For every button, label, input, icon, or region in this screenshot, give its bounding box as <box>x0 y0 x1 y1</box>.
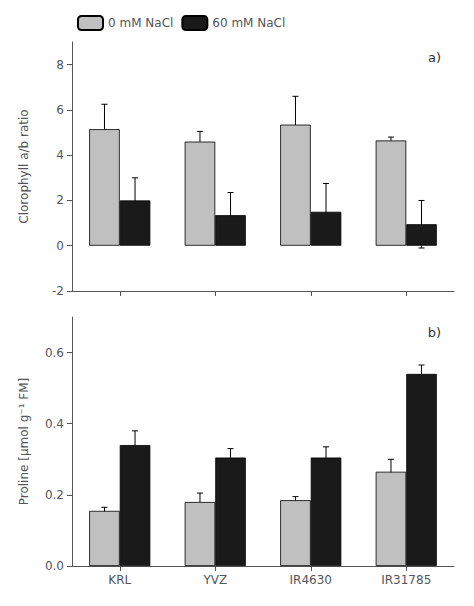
svg-text:KRL: KRL <box>108 573 131 587</box>
svg-text:6: 6 <box>56 103 64 117</box>
svg-text:8: 8 <box>56 58 64 72</box>
svg-text:IR31785: IR31785 <box>381 573 431 587</box>
svg-text:YVZ: YVZ <box>202 573 227 587</box>
svg-text:Proline [μmol g⁻¹ FM]: Proline [μmol g⁻¹ FM] <box>17 378 31 506</box>
svg-text:0.6: 0.6 <box>45 346 64 360</box>
svg-text:a): a) <box>428 50 441 65</box>
svg-text:IR4630: IR4630 <box>290 573 332 587</box>
svg-text:0 mM NaCl: 0 mM NaCl <box>108 16 173 30</box>
svg-text:2: 2 <box>56 193 64 207</box>
svg-text:0.2: 0.2 <box>45 488 64 502</box>
svg-text:60 mM NaCl: 60 mM NaCl <box>212 16 285 30</box>
svg-text:b): b) <box>428 325 441 340</box>
svg-text:0.0: 0.0 <box>45 559 64 573</box>
svg-text:0: 0 <box>56 239 64 253</box>
svg-text:4: 4 <box>56 148 64 162</box>
svg-text:Clorophyll a/b ratio: Clorophyll a/b ratio <box>17 109 31 223</box>
svg-text:-2: -2 <box>52 284 64 298</box>
svg-text:0.4: 0.4 <box>45 417 64 431</box>
